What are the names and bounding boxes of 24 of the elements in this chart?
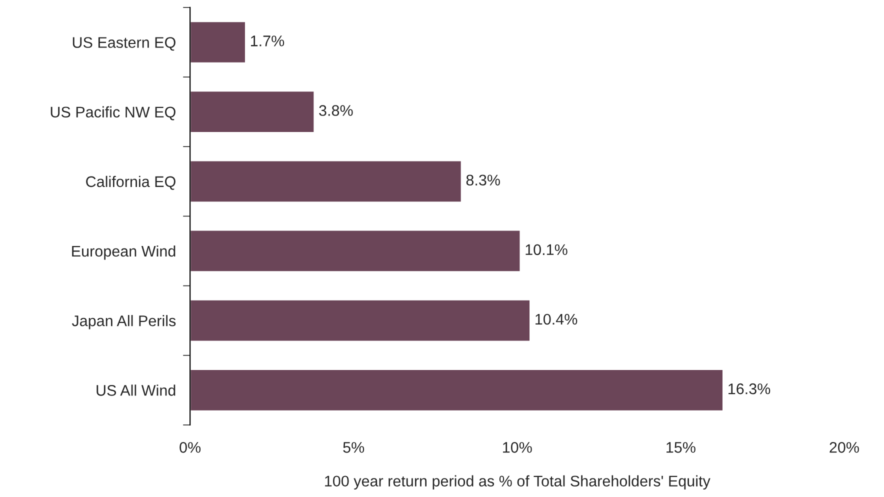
y-tick-label: US Pacific NW EQ xyxy=(50,106,176,120)
x-tick-label: 10% xyxy=(503,442,532,453)
bar xyxy=(190,229,522,273)
data-label: 3.8% xyxy=(319,105,353,116)
x-tick-label: 15% xyxy=(666,442,696,453)
bar xyxy=(190,160,462,203)
bar xyxy=(190,20,246,64)
data-label: 8.3% xyxy=(466,174,500,186)
x-tick-label: 20% xyxy=(830,442,859,453)
y-tick-label: California EQ xyxy=(86,176,176,190)
y-tick-label: US Eastern EQ xyxy=(72,37,176,51)
y-tick-label: US All Wind xyxy=(96,384,176,396)
data-label: 16.3% xyxy=(728,383,770,394)
bar xyxy=(190,368,724,412)
y-tick-label: Japan All Perils xyxy=(72,315,176,330)
x-tick-label: 0% xyxy=(180,442,201,453)
bar xyxy=(190,298,531,342)
data-label: 1.7% xyxy=(250,36,284,46)
data-label: 10.4% xyxy=(536,314,578,325)
x-tick-label: 5% xyxy=(343,442,364,453)
x-axis-title: 100 year return period as % of Total Shareholders' Equity xyxy=(325,475,710,490)
y-tick-label: European Wind xyxy=(72,245,176,260)
bar xyxy=(190,90,316,134)
data-label: 10.1% xyxy=(526,244,568,256)
